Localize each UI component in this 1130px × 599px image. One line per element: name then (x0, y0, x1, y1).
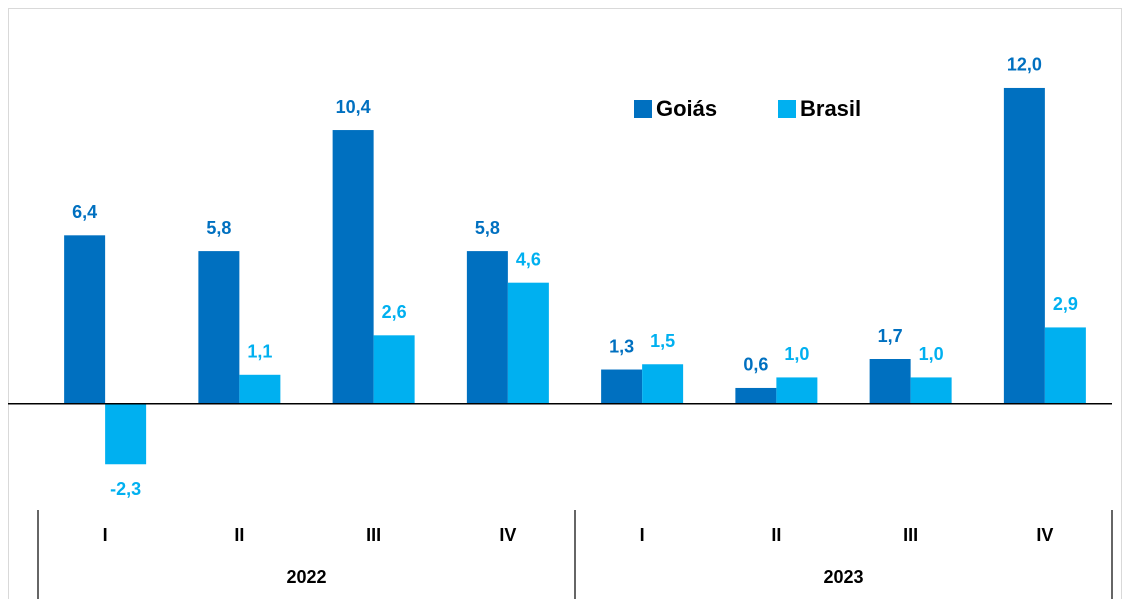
bar (239, 374, 281, 404)
x-tick-label: I (103, 525, 108, 545)
value-label: 1,1 (247, 342, 272, 362)
bar (735, 387, 777, 404)
x-tick-label: II (771, 525, 781, 545)
value-label: 5,8 (206, 218, 231, 238)
value-label: 1,0 (784, 344, 809, 364)
value-label: 1,3 (609, 336, 634, 356)
value-label: -2,3 (110, 479, 141, 499)
value-label: 6,4 (72, 202, 97, 222)
value-label: 0,6 (743, 355, 768, 375)
bar (198, 251, 240, 404)
value-label: 1,0 (919, 344, 944, 364)
x-tick-label: II (234, 525, 244, 545)
bar (373, 335, 415, 404)
x-tick-label: III (903, 525, 918, 545)
bar (642, 364, 684, 404)
chart-frame (8, 8, 1122, 599)
bar (466, 251, 508, 404)
bar (64, 235, 106, 404)
value-label: 10,4 (336, 97, 371, 117)
bar (1003, 87, 1045, 404)
bar (601, 369, 643, 404)
bar (507, 282, 549, 404)
legend-label: Brasil (800, 96, 861, 121)
value-label: 1,7 (878, 326, 903, 346)
value-label: 4,6 (516, 249, 541, 269)
legend-swatch (634, 100, 652, 118)
legend-swatch (778, 100, 796, 118)
bar (1044, 327, 1086, 404)
value-label: 2,9 (1053, 294, 1078, 314)
group-label: 2022 (286, 567, 326, 587)
group-label: 2023 (823, 567, 863, 587)
value-label: 1,5 (650, 331, 675, 351)
bar (776, 377, 818, 404)
x-tick-label: I (640, 525, 645, 545)
bar (910, 377, 952, 404)
bar (105, 403, 147, 465)
legend-label: Goiás (656, 96, 717, 121)
value-label: 5,8 (475, 218, 500, 238)
value-label: 2,6 (382, 302, 407, 322)
value-label: 12,0 (1007, 55, 1042, 75)
bar (332, 130, 374, 404)
x-tick-label: IV (499, 525, 516, 545)
bar (869, 359, 911, 404)
x-tick-label: III (366, 525, 381, 545)
x-tick-label: IV (1036, 525, 1053, 545)
